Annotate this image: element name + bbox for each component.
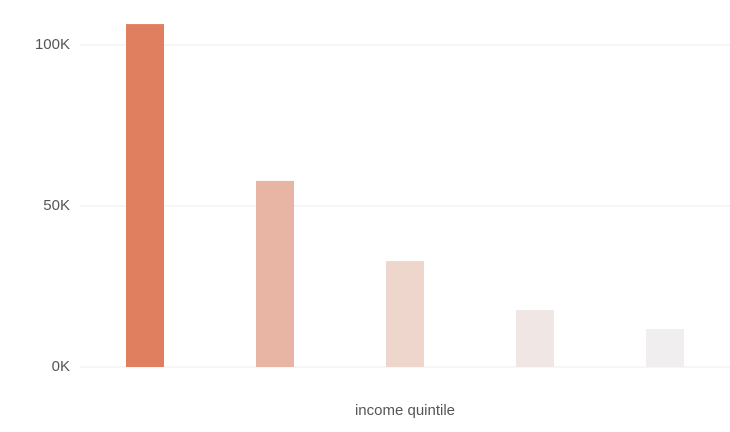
bar bbox=[386, 261, 424, 367]
bar bbox=[646, 329, 684, 367]
y-tick-label: 0K bbox=[52, 358, 70, 375]
x-axis-label: income quintile bbox=[355, 402, 455, 419]
y-tick-label: 50K bbox=[43, 197, 70, 214]
bar bbox=[256, 180, 294, 367]
bar bbox=[516, 310, 554, 367]
y-tick-label: 100K bbox=[35, 36, 70, 53]
bar bbox=[126, 24, 164, 367]
